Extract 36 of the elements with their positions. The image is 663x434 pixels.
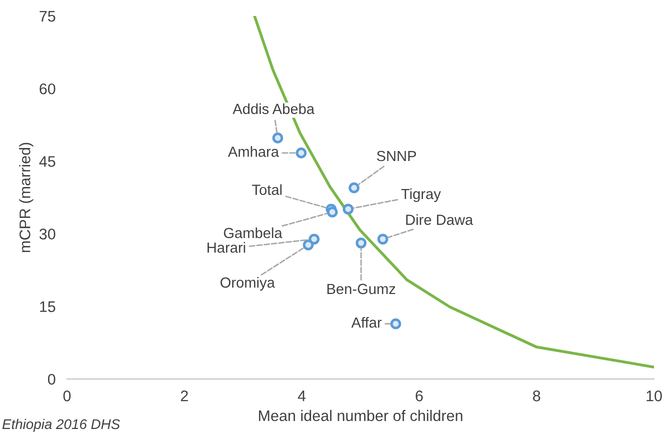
text: Ethiopia 2016 DHS: [2, 418, 120, 432]
x-tick-label: 6: [416, 390, 423, 402]
point: [348, 182, 360, 194]
annotation: Amhara: [228, 146, 279, 157]
annotation: Dire Dawa: [406, 214, 474, 225]
x-tick-label: 4: [298, 390, 306, 402]
x-tick-label: 8: [533, 390, 540, 402]
point: [272, 132, 284, 144]
y-tick-label: 0: [48, 374, 56, 385]
annotation: Total: [252, 184, 282, 195]
point: [308, 234, 320, 245]
x-axis-title: Mean ideal number of children: [259, 410, 462, 422]
x-tick-label: 2: [180, 390, 188, 402]
annotation: Gambela: [224, 227, 282, 238]
point: [326, 206, 338, 218]
x-tick-label: 0: [63, 390, 71, 402]
point: [390, 318, 402, 330]
y-tick-label: 75: [40, 11, 56, 22]
annotation: Oromiya: [220, 277, 275, 291]
y-axis-title: mCPR (married): [19, 142, 34, 252]
y-tick-label: 15: [40, 301, 56, 312]
annotation: Affar: [351, 317, 382, 328]
y-tick-label: 30: [39, 228, 56, 240]
point: [302, 240, 314, 250]
y-tick-label: 60: [40, 83, 56, 94]
annotation: Ben-Gumz: [327, 284, 396, 294]
annotation: Harari: [208, 242, 246, 253]
x-tick-label: 10: [646, 390, 662, 402]
point: [377, 234, 388, 245]
point: [342, 204, 354, 215]
annotation: SNNP: [376, 150, 416, 162]
annotation: Tigray: [401, 188, 441, 202]
point: [296, 148, 307, 158]
y-tick-label: 45: [39, 156, 56, 167]
point: [356, 238, 367, 248]
annotation: Addis Abeba: [232, 103, 315, 114]
